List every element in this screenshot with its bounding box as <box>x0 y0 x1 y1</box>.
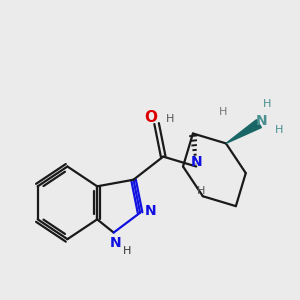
Text: H: H <box>197 186 206 196</box>
Text: N: N <box>145 204 157 218</box>
Polygon shape <box>226 120 261 143</box>
Text: N: N <box>256 114 267 128</box>
Text: N: N <box>191 154 203 169</box>
Text: O: O <box>144 110 157 125</box>
Text: H: H <box>123 246 132 256</box>
Text: H: H <box>274 125 283 135</box>
Text: H: H <box>263 99 272 109</box>
Text: H: H <box>166 114 174 124</box>
Text: N: N <box>110 236 122 250</box>
Text: H: H <box>218 107 227 117</box>
